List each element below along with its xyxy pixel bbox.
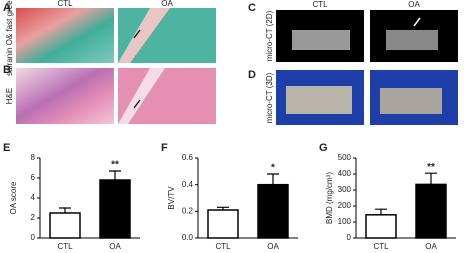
histology-images: [16, 8, 216, 124]
significance: **: [427, 162, 435, 173]
y-tick-label: 0.0: [182, 233, 194, 242]
y-tick-label: 0.6: [182, 153, 194, 162]
panel-label: G: [319, 142, 328, 154]
x-tick-label: OA: [425, 242, 437, 251]
y-tick-label: 2: [31, 213, 36, 222]
column-label: OA: [408, 0, 420, 9]
y-tick-label: 300: [338, 185, 352, 194]
x-tick-label: CTL: [373, 242, 389, 251]
panel-label: D: [248, 69, 256, 81]
y-tick-label: 500: [338, 153, 352, 162]
y-axis-label: OA score: [9, 181, 18, 214]
x-tick-label: OA: [109, 242, 121, 251]
y-axis-label: BMD (mg/cm³): [325, 172, 334, 224]
y-tick-label: 4: [31, 193, 36, 202]
error-bar: [217, 206, 229, 210]
y-axis-label: BV/TV: [167, 186, 176, 210]
bar: [365, 214, 397, 239]
y-tick-label: 200: [338, 201, 352, 210]
row-label: H&E: [5, 88, 14, 104]
y-tick-label: 400: [338, 169, 352, 178]
panel-label: A: [3, 2, 11, 14]
x-tick-label: CTL: [57, 242, 73, 251]
y-tick-label: 0.4: [182, 180, 194, 189]
micro-ct-images: [276, 10, 458, 125]
bar: [49, 212, 81, 239]
x-tick-label: OA: [267, 242, 279, 251]
column-label: OA: [161, 0, 173, 8]
y-tick-label: 0: [31, 233, 36, 242]
panel-label: C: [248, 2, 256, 14]
significance: **: [111, 160, 119, 171]
bar: [415, 183, 447, 239]
panel-label: B: [3, 64, 11, 76]
y-tick-label: 8: [31, 153, 36, 162]
y-tick-label: 0: [347, 233, 352, 242]
error-bar: [425, 172, 437, 185]
significance: *: [271, 163, 275, 174]
y-tick-label: 0.2: [182, 206, 194, 215]
x-tick-label: CTL: [215, 242, 231, 251]
column-label: CTL: [57, 0, 73, 8]
row-label: safranin O& fast green: [5, 0, 14, 76]
row-label: micro-CT (3D): [265, 72, 274, 123]
bar: [257, 183, 289, 239]
y-tick-label: 100: [338, 217, 352, 226]
row-label: micro-CT (2D): [265, 10, 274, 61]
y-tick-label: 6: [31, 173, 36, 182]
column-label: CTL: [312, 0, 328, 9]
error-bar: [267, 173, 279, 185]
panel-label: F: [161, 142, 168, 154]
error-bar: [375, 208, 387, 215]
bar: [99, 179, 131, 239]
error-bar: [109, 170, 121, 180]
error-bar: [59, 207, 71, 213]
bar: [207, 209, 239, 239]
panel-label: E: [3, 142, 10, 154]
